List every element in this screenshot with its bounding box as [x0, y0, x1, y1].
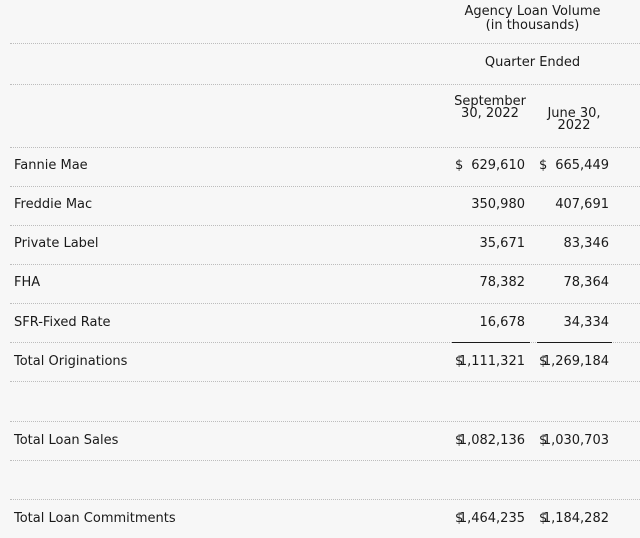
- dollar-sign: $: [455, 354, 464, 369]
- value-sep-30: 16,678: [479, 315, 526, 330]
- row-label: FHA: [14, 275, 41, 290]
- column-header-sep-30: September 30, 2022: [454, 94, 526, 121]
- value-sep-30: 1,111,321: [458, 354, 525, 369]
- divider: [10, 421, 640, 422]
- value-jun-30: 665,449: [555, 158, 609, 173]
- divider: [10, 84, 640, 85]
- value-jun-30: 407,691: [555, 197, 609, 212]
- row-label: Total Loan Sales: [14, 433, 119, 448]
- value-jun-30: 1,030,703: [542, 433, 609, 448]
- divider: [10, 186, 640, 187]
- dollar-sign: $: [455, 158, 464, 173]
- divider: [10, 381, 640, 382]
- divider: [10, 225, 640, 226]
- row-label: SFR-Fixed Rate: [14, 315, 111, 330]
- row-label: Freddie Mac: [14, 197, 93, 212]
- value-sep-30: 350,980: [471, 197, 525, 212]
- value-jun-30: 1,184,282: [542, 511, 609, 526]
- dollar-sign: $: [455, 511, 464, 526]
- value-sep-30: 78,382: [479, 275, 526, 290]
- dollar-sign: $: [455, 433, 464, 448]
- value-jun-30: 78,364: [563, 275, 610, 290]
- period-header: Quarter Ended: [484, 55, 581, 70]
- divider: [10, 460, 640, 461]
- subtotal-rule-sep-30: [452, 342, 530, 343]
- value-sep-30: 1,464,235: [458, 511, 525, 526]
- row-label: Fannie Mae: [14, 158, 88, 173]
- dollar-sign: $: [539, 158, 548, 173]
- value-jun-30: 34,334: [563, 315, 610, 330]
- table-title: Agency Loan Volume (in thousands): [464, 4, 601, 33]
- subtotal-rule-jun-30: [537, 342, 612, 343]
- dollar-sign: $: [539, 354, 548, 369]
- value-sep-30: 35,671: [479, 236, 526, 251]
- value-jun-30: 1,269,184: [542, 354, 609, 369]
- row-label: Total Originations: [14, 354, 128, 369]
- row-label: Private Label: [14, 236, 99, 251]
- divider: [10, 147, 640, 148]
- column-header-jun-30: June 30, 2022: [547, 106, 601, 133]
- divider: [10, 499, 640, 500]
- divider: [10, 303, 640, 304]
- divider: [10, 342, 640, 343]
- divider: [10, 43, 640, 44]
- divider: [10, 264, 640, 265]
- value-sep-30: 629,610: [471, 158, 525, 173]
- row-label: Total Loan Commitments: [14, 511, 176, 526]
- dollar-sign: $: [539, 511, 548, 526]
- dollar-sign: $: [539, 433, 548, 448]
- value-sep-30: 1,082,136: [458, 433, 525, 448]
- value-jun-30: 83,346: [563, 236, 610, 251]
